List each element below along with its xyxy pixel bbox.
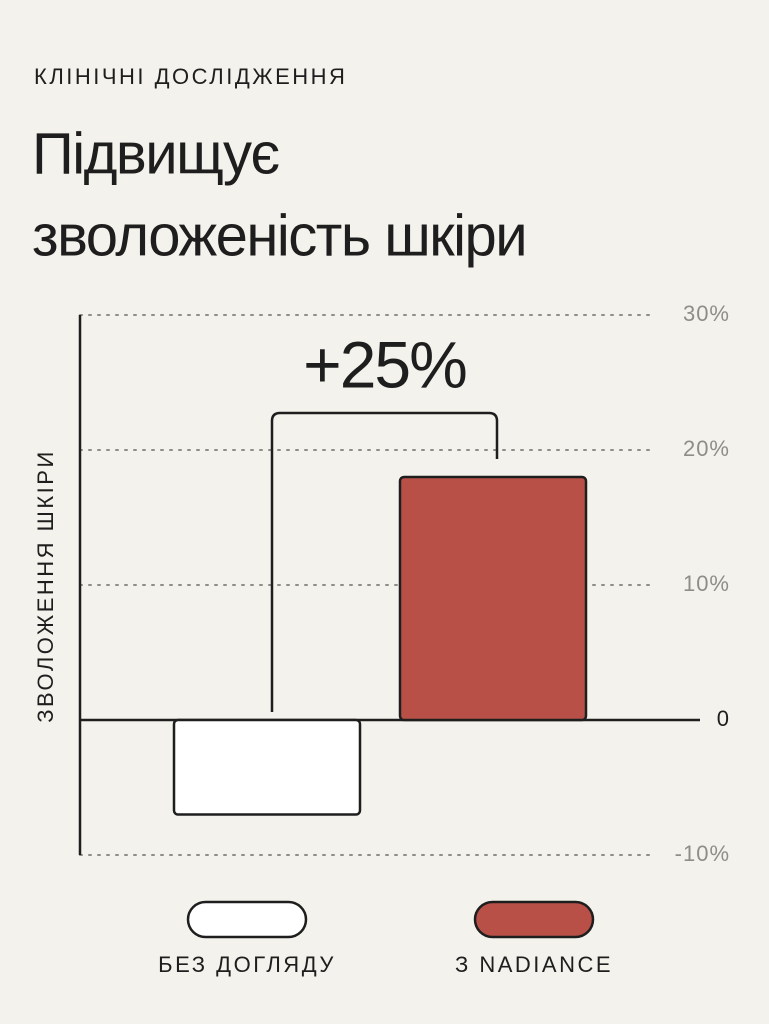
chart-title: зволоженість шкіри	[32, 203, 526, 268]
legend-swatch	[473, 900, 595, 939]
y-tick-label: 0	[717, 706, 730, 731]
y-tick-label: 10%	[683, 571, 730, 596]
annotation: +25%	[303, 327, 466, 401]
legend-label: З NADIANCE	[455, 952, 613, 977]
bracket	[270, 411, 499, 712]
bar	[172, 718, 362, 816]
y-axis-label: ЗВОЛОЖЕННЯ ШКІРИ	[33, 449, 58, 723]
legend-swatch	[186, 900, 308, 939]
chart-title: Підвищує	[32, 121, 279, 186]
y-tick-label: 20%	[683, 436, 730, 461]
legend-label: БЕЗ ДОГЛЯДУ	[158, 952, 336, 977]
y-tick-label: 30%	[683, 301, 730, 326]
y-tick-label: -10%	[675, 841, 730, 866]
bar	[398, 475, 588, 722]
kicker: КЛІНІЧНІ ДОСЛІДЖЕННЯ	[34, 64, 347, 89]
